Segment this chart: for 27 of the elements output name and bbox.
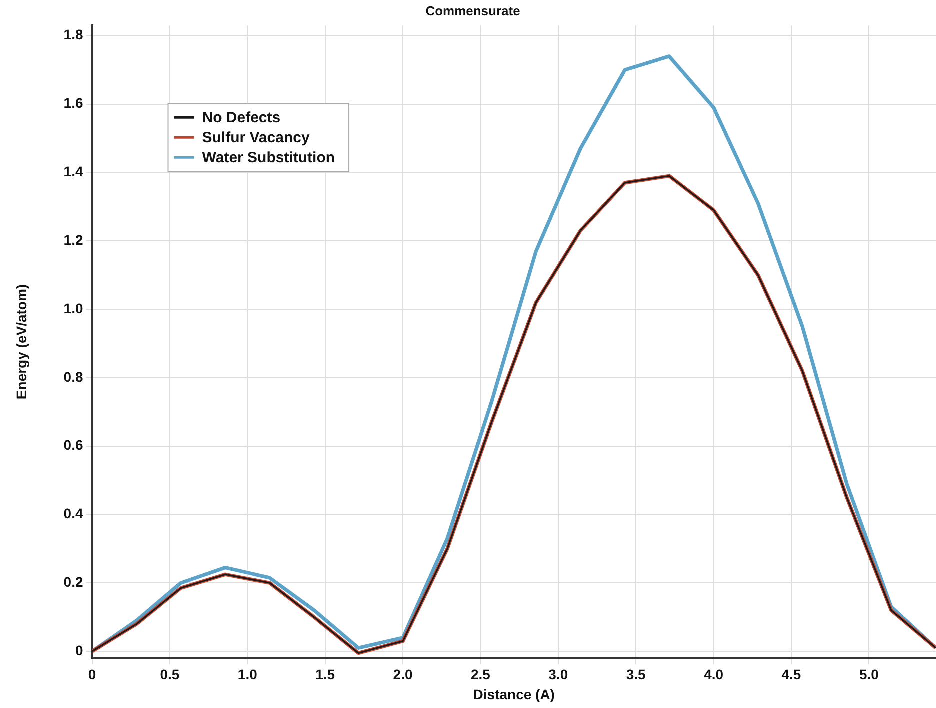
y-tick-label: 1.8 — [64, 26, 84, 43]
x-tick-label: 1.5 — [316, 666, 336, 683]
y-tick-label: 0.6 — [64, 437, 84, 454]
x-tick-label: 0.5 — [160, 666, 180, 683]
x-tick-label: 3.0 — [548, 666, 568, 683]
legend-label: Water Substitution — [202, 150, 336, 167]
x-tick-label: 2.0 — [393, 666, 413, 683]
y-axis-title: Energy (eV/atom) — [13, 284, 30, 400]
chart-title: Commensurate — [426, 3, 520, 18]
y-tick-label: 0.8 — [64, 368, 84, 385]
x-tick-label: 1.0 — [238, 666, 258, 683]
x-tick-label: 2.5 — [470, 666, 491, 683]
x-axis-title: Distance (A) — [473, 686, 555, 702]
x-tick-label: 4.5 — [782, 666, 802, 683]
y-tick-label: 0 — [75, 642, 84, 658]
x-tick-label: 3.5 — [626, 666, 646, 683]
y-tick-label: 1.4 — [64, 164, 84, 180]
x-tick-label: 0 — [88, 666, 96, 683]
y-tick-label: 1.0 — [64, 300, 84, 316]
legend-label: No Defects — [202, 110, 281, 127]
y-tick-label: 1.2 — [64, 232, 84, 248]
y-tick-label: 0.4 — [64, 506, 84, 522]
y-tick-label: 1.6 — [64, 95, 84, 112]
y-tick-label: 0.2 — [64, 574, 84, 590]
legend-label: Sulfur Vacancy — [202, 130, 310, 147]
x-tick-label: 4.0 — [704, 666, 724, 683]
x-tick-label: 5.0 — [859, 666, 880, 683]
